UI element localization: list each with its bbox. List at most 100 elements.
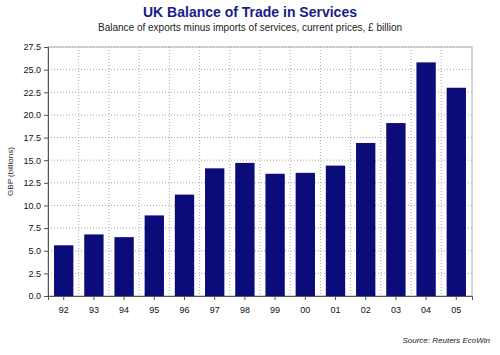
x-tick: 04 — [421, 296, 431, 315]
y-tick: 27.5 — [23, 42, 48, 52]
y-tick-mark — [44, 47, 48, 48]
category-separator — [139, 47, 140, 296]
y-tick-mark — [44, 160, 48, 161]
y-tick: 5.0 — [28, 246, 48, 256]
y-tick: 0.0 — [28, 291, 48, 301]
y-tick: 15.0 — [23, 156, 48, 166]
x-tick-mark — [93, 296, 94, 300]
x-tick-label: 04 — [421, 305, 431, 315]
y-tick: 25.0 — [23, 65, 48, 75]
x-axis-line — [49, 297, 473, 301]
x-tick: 93 — [89, 296, 99, 315]
y-tick-mark — [44, 70, 48, 71]
x-tick: 92 — [59, 296, 69, 315]
y-tick: 12.5 — [23, 178, 48, 188]
y-tick-label: 0.0 — [28, 291, 41, 301]
x-tick: 99 — [270, 296, 280, 315]
y-tick: 22.5 — [23, 88, 48, 98]
x-tick-mark — [365, 296, 366, 300]
category-separator — [410, 47, 411, 296]
y-tick-label: 25.0 — [23, 65, 41, 75]
x-tick: 05 — [451, 296, 461, 315]
x-tick-label: 95 — [149, 305, 159, 315]
plot-frame — [48, 47, 472, 296]
subtitle: Balance of exports minus imports of serv… — [98, 22, 402, 33]
x-tick-label: 93 — [89, 305, 99, 315]
x-tick: 96 — [179, 296, 189, 315]
bar — [114, 237, 133, 296]
bar — [84, 234, 103, 296]
grid-line — [48, 160, 472, 161]
bars — [54, 62, 466, 296]
category-separator — [320, 47, 321, 296]
category-separator — [169, 47, 170, 296]
bar — [145, 215, 164, 296]
bar — [326, 166, 345, 296]
grid — [48, 47, 472, 296]
bar — [235, 163, 254, 296]
y-axis-line — [44, 48, 49, 297]
x-tick-mark — [214, 296, 215, 300]
x-tick-mark — [426, 296, 427, 300]
y-tick-label: 27.5 — [23, 42, 41, 52]
category-separator — [260, 47, 261, 296]
y-tick-mark — [44, 273, 48, 274]
x-tick-label: 96 — [179, 305, 189, 315]
x-tick: 00 — [300, 296, 310, 315]
x-tick: 97 — [210, 296, 220, 315]
grid-line — [48, 114, 472, 115]
grid-line — [48, 273, 472, 274]
y-tick-mark — [44, 183, 48, 184]
x-tick: 98 — [240, 296, 250, 315]
category-separator — [350, 47, 351, 296]
category-separator — [380, 47, 381, 296]
y-tick-label: 12.5 — [23, 178, 41, 188]
bar — [296, 173, 315, 296]
y-tick: 20.0 — [23, 110, 48, 120]
x-tick: 01 — [330, 296, 340, 315]
x-tick-mark — [244, 296, 245, 300]
y-axis: 0.0 2.5 5.0 7.5 10.0 12.5 15.0 17.5 20.0 22.5 25.0… — [23, 42, 48, 301]
y-tick: 2.5 — [28, 269, 48, 279]
bar — [386, 123, 405, 296]
y-tick-label: 10.0 — [23, 201, 41, 211]
x-axis: 9293949596979899000102030405 — [49, 296, 473, 315]
x-tick-mark — [305, 296, 306, 300]
bar — [356, 143, 375, 296]
bar — [175, 195, 194, 296]
y-tick-mark — [44, 92, 48, 93]
x-tick-label: 98 — [240, 305, 250, 315]
x-tick-mark — [124, 296, 125, 300]
x-tick-label: 00 — [300, 305, 310, 315]
bar — [447, 88, 466, 296]
bar — [265, 174, 284, 296]
y-tick-mark — [44, 115, 48, 116]
x-tick-label: 01 — [330, 305, 340, 315]
x-tick-label: 99 — [270, 305, 280, 315]
x-tick-label: 92 — [59, 305, 69, 315]
x-tick-mark — [184, 296, 185, 300]
category-separator — [290, 47, 291, 296]
y-tick-mark — [44, 296, 48, 297]
category-separator — [199, 47, 200, 296]
y-tick-label: 20.0 — [23, 110, 41, 120]
y-tick-mark — [44, 138, 48, 139]
title: UK Balance of Trade in Services — [143, 4, 357, 20]
y-tick-label: 15.0 — [23, 156, 41, 166]
y-tick-label: 7.5 — [28, 223, 41, 233]
y-tick-label: 5.0 — [28, 246, 41, 256]
bar — [205, 168, 224, 296]
y-tick-mark — [44, 251, 48, 252]
bar — [416, 62, 435, 296]
plot: 0.0 2.5 5.0 7.5 10.0 12.5 15.0 17.5 20.0 22.5 25.0… — [23, 42, 472, 315]
x-tick-mark — [395, 296, 396, 300]
x-tick-label: 03 — [391, 305, 401, 315]
category-separator — [441, 47, 442, 296]
x-tick-mark — [63, 296, 64, 300]
y-tick-mark — [44, 205, 48, 206]
y-tick-label: 17.5 — [23, 133, 41, 143]
x-tick: 03 — [391, 296, 401, 315]
source: Source: Reuters EcoWin — [402, 336, 490, 345]
y-tick-mark — [44, 228, 48, 229]
x-tick-label: 97 — [210, 305, 220, 315]
